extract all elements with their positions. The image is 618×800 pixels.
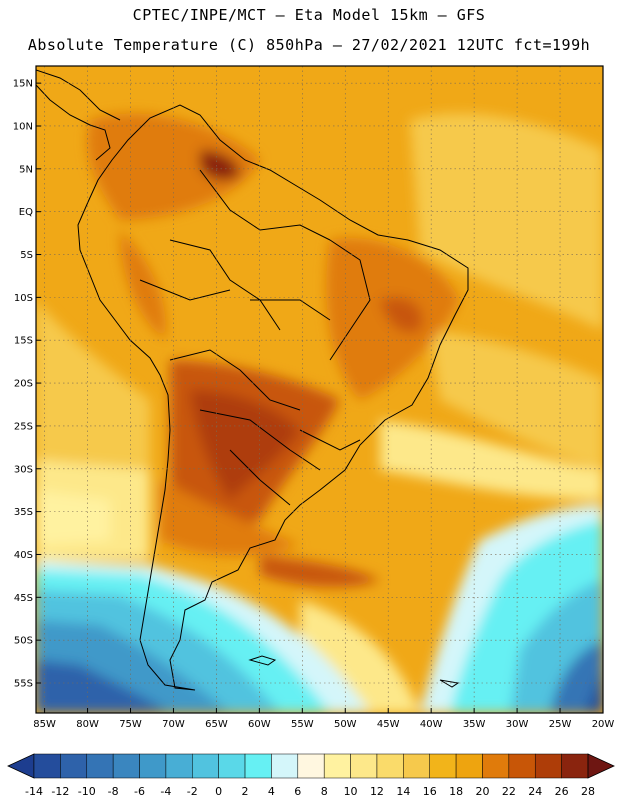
colorbar-label: 20: [475, 785, 489, 798]
lat-label: 5S: [20, 250, 33, 261]
colorbar-swatch: [218, 753, 246, 779]
lon-label: 65W: [205, 719, 228, 730]
south-america-coastline: [77, 104, 469, 691]
chart-title-line-1: CPTEC/INPE/MCT – Eta Model 15km – GFS: [132, 6, 486, 24]
colorbar-label: -10: [78, 785, 96, 798]
lat-label: 5N: [19, 164, 33, 175]
lon-label: 55W: [291, 719, 314, 730]
colorbar-label: 16: [423, 785, 437, 798]
central-america-coast: [36, 84, 111, 161]
colorbar-swatch: [297, 753, 325, 779]
lat-label: 20S: [14, 379, 33, 390]
colorbar-swatch: [508, 753, 536, 779]
colorbar-swatch: [455, 753, 483, 779]
lon-label: 20W: [592, 719, 615, 730]
lon-label: 60W: [248, 719, 271, 730]
falkland-islands: [248, 655, 277, 666]
colorbar-swatch: [139, 753, 167, 779]
colorbar-label: -8: [108, 785, 119, 798]
lon-label: 80W: [76, 719, 99, 730]
colorbar-swatch: [244, 753, 272, 779]
lon-label: 70W: [162, 719, 185, 730]
colorbar-label: 12: [370, 785, 384, 798]
lon-label: 40W: [420, 719, 443, 730]
south-georgia: [439, 679, 460, 688]
colorbar-swatch: [271, 753, 299, 779]
colorbar-label: 8: [321, 785, 328, 798]
lat-label: 35S: [14, 507, 33, 518]
lat-label: 15S: [14, 336, 33, 347]
colorbar-label: 14: [396, 785, 410, 798]
lat-label: 15N: [13, 79, 33, 90]
colorbar-swatch: [192, 753, 219, 779]
colorbar-swatch: [60, 753, 88, 779]
colorbar-swatch: [350, 753, 378, 779]
lon-label: 25W: [549, 719, 572, 730]
colorbar-swatch: [86, 753, 114, 779]
colorbar-label: -6: [134, 785, 145, 798]
temperature-field: [36, 66, 603, 713]
lat-label: 45S: [14, 593, 33, 604]
lon-label: 30W: [506, 719, 529, 730]
map-frame: [35, 65, 604, 714]
colorbar-label: 2: [242, 785, 249, 798]
colorbar-label: 6: [294, 785, 301, 798]
colorbar-label: 28: [581, 785, 595, 798]
colorbar-label: 0: [215, 785, 222, 798]
lat-label: 30S: [14, 464, 33, 475]
colorbar: [7, 753, 615, 779]
colorbar-swatch: [429, 753, 457, 779]
lat-label: 10S: [14, 293, 33, 304]
lat-label: 10N: [13, 121, 33, 132]
colorbar-label: -14: [25, 785, 43, 798]
lon-label: 35W: [463, 719, 486, 730]
lat-label: EQ: [19, 207, 33, 218]
colorbar-swatch: [534, 753, 562, 779]
colorbar-label: 24: [528, 785, 542, 798]
colorbar-swatch: [403, 753, 430, 779]
country-borders: [139, 169, 371, 506]
lon-label: 50W: [334, 719, 357, 730]
lat-label: 50S: [14, 636, 33, 647]
coastlines-and-borders: [36, 69, 469, 691]
colorbar-under-triangle: [7, 753, 35, 779]
colorbar-label: 4: [268, 785, 275, 798]
lon-label: 45W: [377, 719, 400, 730]
colorbar-label: -4: [160, 785, 171, 798]
colorbar-label: 18: [449, 785, 463, 798]
colorbar-label: 26: [555, 785, 569, 798]
longitude-labels: 85W 80W 75W 70W 65W 60W 55W 50W 45W 40W 35W 30W 25W 2…: [33, 708, 614, 730]
lat-label: 40S: [14, 550, 33, 561]
colorbar-swatch: [323, 753, 351, 779]
colorbar-labels: -14 -12 -10 -8 -6 -4 -2 0 2 4 6 8 10 12 14 16 18 20 22 24 26…: [25, 785, 595, 798]
central-america-coast-north: [36, 69, 121, 121]
lon-label: 85W: [33, 719, 56, 730]
colorbar-label: -2: [187, 785, 198, 798]
colorbar-swatch: [561, 753, 589, 779]
colorbar-over-triangle: [587, 753, 615, 779]
gridlines: [36, 66, 603, 713]
lon-label: 75W: [119, 719, 142, 730]
lat-label: 25S: [14, 421, 33, 432]
chart-title-line-2: Absolute Temperature (C) 850hPa – 27/02/…: [27, 36, 591, 54]
colorbar-label: 22: [502, 785, 516, 798]
colorbar-swatch: [112, 753, 140, 779]
colorbar-swatch: [33, 753, 61, 779]
latitude-labels: 15N 10N 5N EQ 5S 10S 15S 20S 25S 30S 35S 40S 45S 50S 5…: [13, 79, 41, 690]
colorbar-swatch: [482, 753, 510, 779]
colorbar-swatch: [165, 753, 193, 779]
colorbar-label: 10: [344, 785, 358, 798]
colorbar-label: -12: [51, 785, 69, 798]
lat-label: 55S: [14, 679, 33, 690]
colorbar-swatch: [376, 753, 404, 779]
